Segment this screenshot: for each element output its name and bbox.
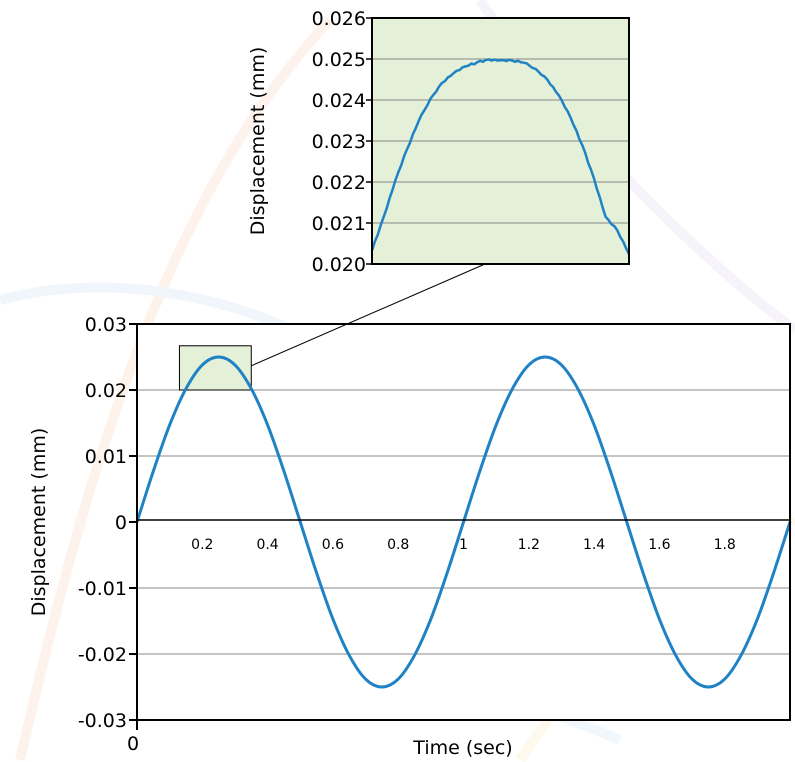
inset-y-tick-label: 0.022 [312,172,366,194]
main-y-tick-label: 0.02 [85,380,127,402]
main-y-ticks: 0.03 0.02 0.01 0 -0.01 -0.02 -0.03 [78,314,137,732]
inset-y-tick-label: 0.025 [312,49,366,71]
inset-y-tick-label: 0.020 [312,254,366,276]
main-x-ticks: 0.2 0.4 0.6 0.8 1 1.2 1.4 1.6 1.8 [136,537,736,730]
zoom-connector-line [251,263,486,367]
main-x-tick-label: 0.2 [191,537,213,553]
main-y-axis-title: Displacement (mm) [28,428,50,617]
inset-y-axis-title: Displacement (mm) [247,47,269,236]
main-x-tick-label: 0.4 [256,537,278,553]
inset-y-ticks: 0.026 0.025 0.024 0.023 0.022 0.021 0.020 [312,8,372,276]
main-y-tick-label: 0 [115,512,127,534]
main-chart: 0.030.020.010-0.01-0.02-0.03 0.2 0.4 0.6 0.… [28,314,792,759]
inset-y-tick-label: 0.023 [312,131,366,153]
main-y-tick-label: 0.01 [85,446,127,468]
main-x-axis-title: Time (sec) [412,737,512,759]
inset-y-tick-label: 0.024 [312,90,366,112]
main-gridlines [137,389,790,655]
x-origin-label: 0 [127,733,139,755]
main-y-tick-label: 0.03 [85,314,127,336]
main-x-tick-label: 1.8 [714,537,736,553]
main-y-tick-label: -0.01 [78,578,127,600]
inset-series-line [370,58,631,255]
main-x-tick-label: 1 [459,537,468,553]
main-x-tick-label: 0.6 [322,537,344,553]
inset-chart: 0.026 0.025 0.024 0.023 0.022 0.021 0.020 Disp… [247,8,631,276]
main-y-tick-label: -0.02 [78,644,127,666]
main-series-line [135,355,792,689]
inset-y-tick-label: 0.021 [312,213,366,235]
inset-y-tick-label: 0.026 [312,8,366,30]
main-x-tick-label: 1.4 [583,537,605,553]
main-y-tick-label: -0.03 [78,710,127,732]
main-x-tick-label: 1.2 [518,537,540,553]
main-x-tick-label: 1.6 [648,537,670,553]
main-x-tick-label: 0.8 [387,537,409,553]
